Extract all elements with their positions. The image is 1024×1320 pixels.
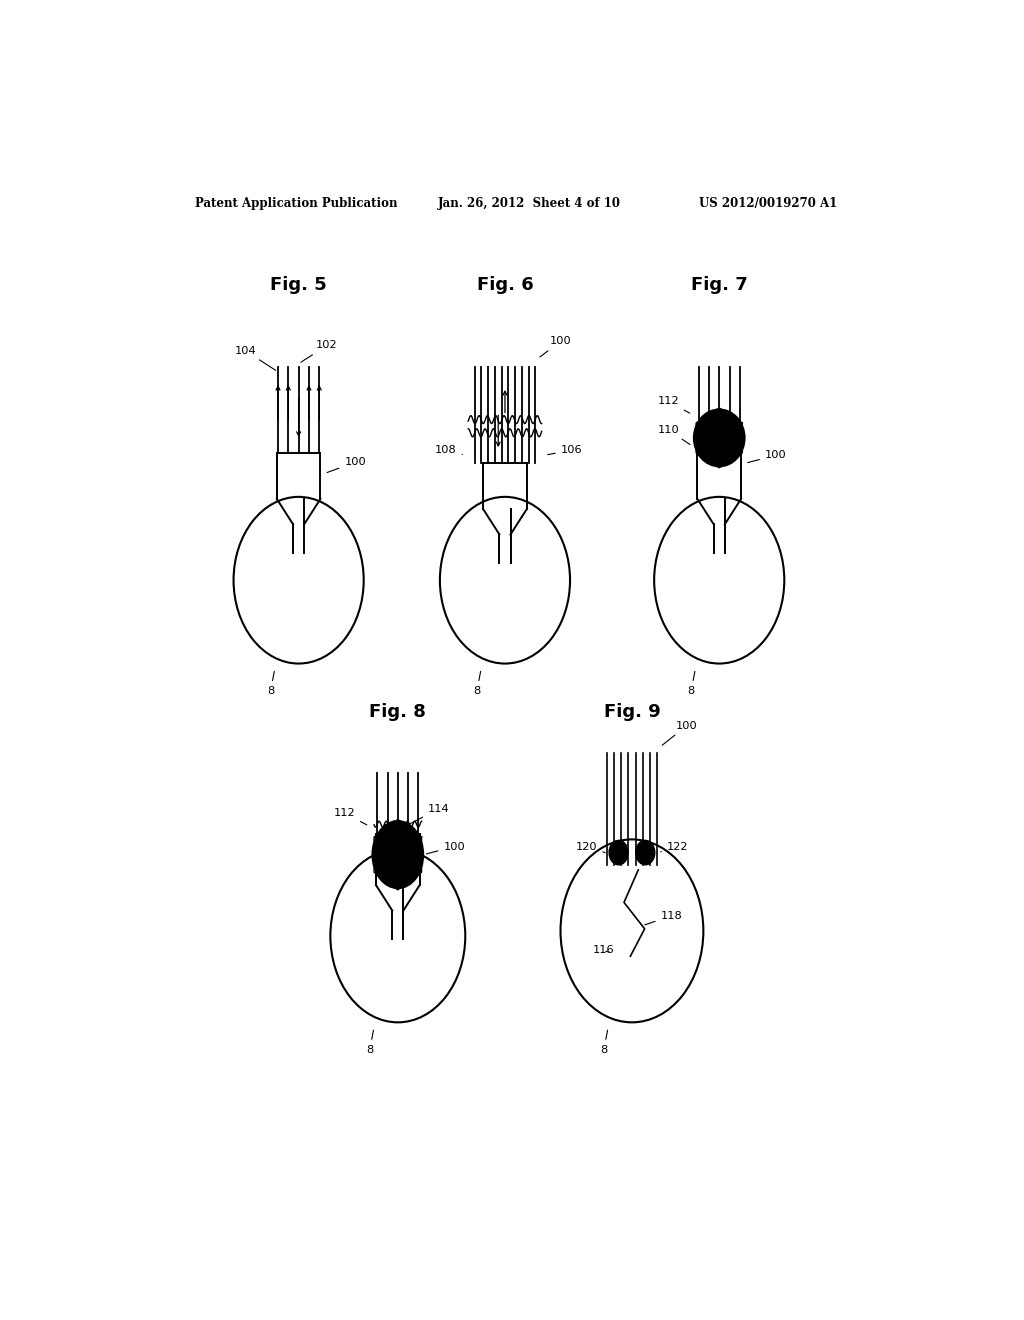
Text: 8: 8 bbox=[600, 1030, 607, 1055]
Text: 100: 100 bbox=[327, 457, 366, 473]
Text: US 2012/0019270 A1: US 2012/0019270 A1 bbox=[699, 197, 838, 210]
Text: 8: 8 bbox=[473, 672, 480, 696]
Text: 114: 114 bbox=[401, 804, 450, 828]
Ellipse shape bbox=[694, 409, 744, 466]
Text: Patent Application Publication: Patent Application Publication bbox=[196, 197, 398, 210]
Ellipse shape bbox=[636, 841, 654, 865]
Text: Fig. 6: Fig. 6 bbox=[476, 276, 534, 294]
Text: 100: 100 bbox=[426, 842, 465, 854]
Text: 106: 106 bbox=[548, 445, 583, 455]
Text: 104: 104 bbox=[234, 346, 275, 371]
Text: 100: 100 bbox=[748, 450, 786, 462]
Text: Jan. 26, 2012  Sheet 4 of 10: Jan. 26, 2012 Sheet 4 of 10 bbox=[437, 197, 621, 210]
Text: 100: 100 bbox=[663, 721, 697, 746]
Ellipse shape bbox=[373, 821, 423, 888]
Text: 108: 108 bbox=[435, 445, 463, 455]
Text: Fig. 9: Fig. 9 bbox=[603, 704, 660, 721]
Text: Fig. 5: Fig. 5 bbox=[270, 276, 327, 294]
Text: Fig. 8: Fig. 8 bbox=[370, 704, 426, 721]
Text: 8: 8 bbox=[367, 1030, 374, 1055]
Text: 116: 116 bbox=[592, 945, 613, 956]
Ellipse shape bbox=[609, 841, 628, 865]
Text: Fig. 7: Fig. 7 bbox=[691, 276, 748, 294]
Text: 8: 8 bbox=[267, 672, 274, 696]
Text: 8: 8 bbox=[687, 672, 695, 696]
Text: 120: 120 bbox=[575, 842, 605, 853]
Text: 100: 100 bbox=[540, 337, 571, 356]
Text: 112: 112 bbox=[334, 808, 367, 825]
Text: 102: 102 bbox=[301, 341, 338, 362]
Text: 118: 118 bbox=[645, 911, 682, 925]
Text: 112: 112 bbox=[657, 396, 690, 413]
Text: 110: 110 bbox=[657, 425, 690, 445]
Text: 122: 122 bbox=[660, 842, 688, 851]
